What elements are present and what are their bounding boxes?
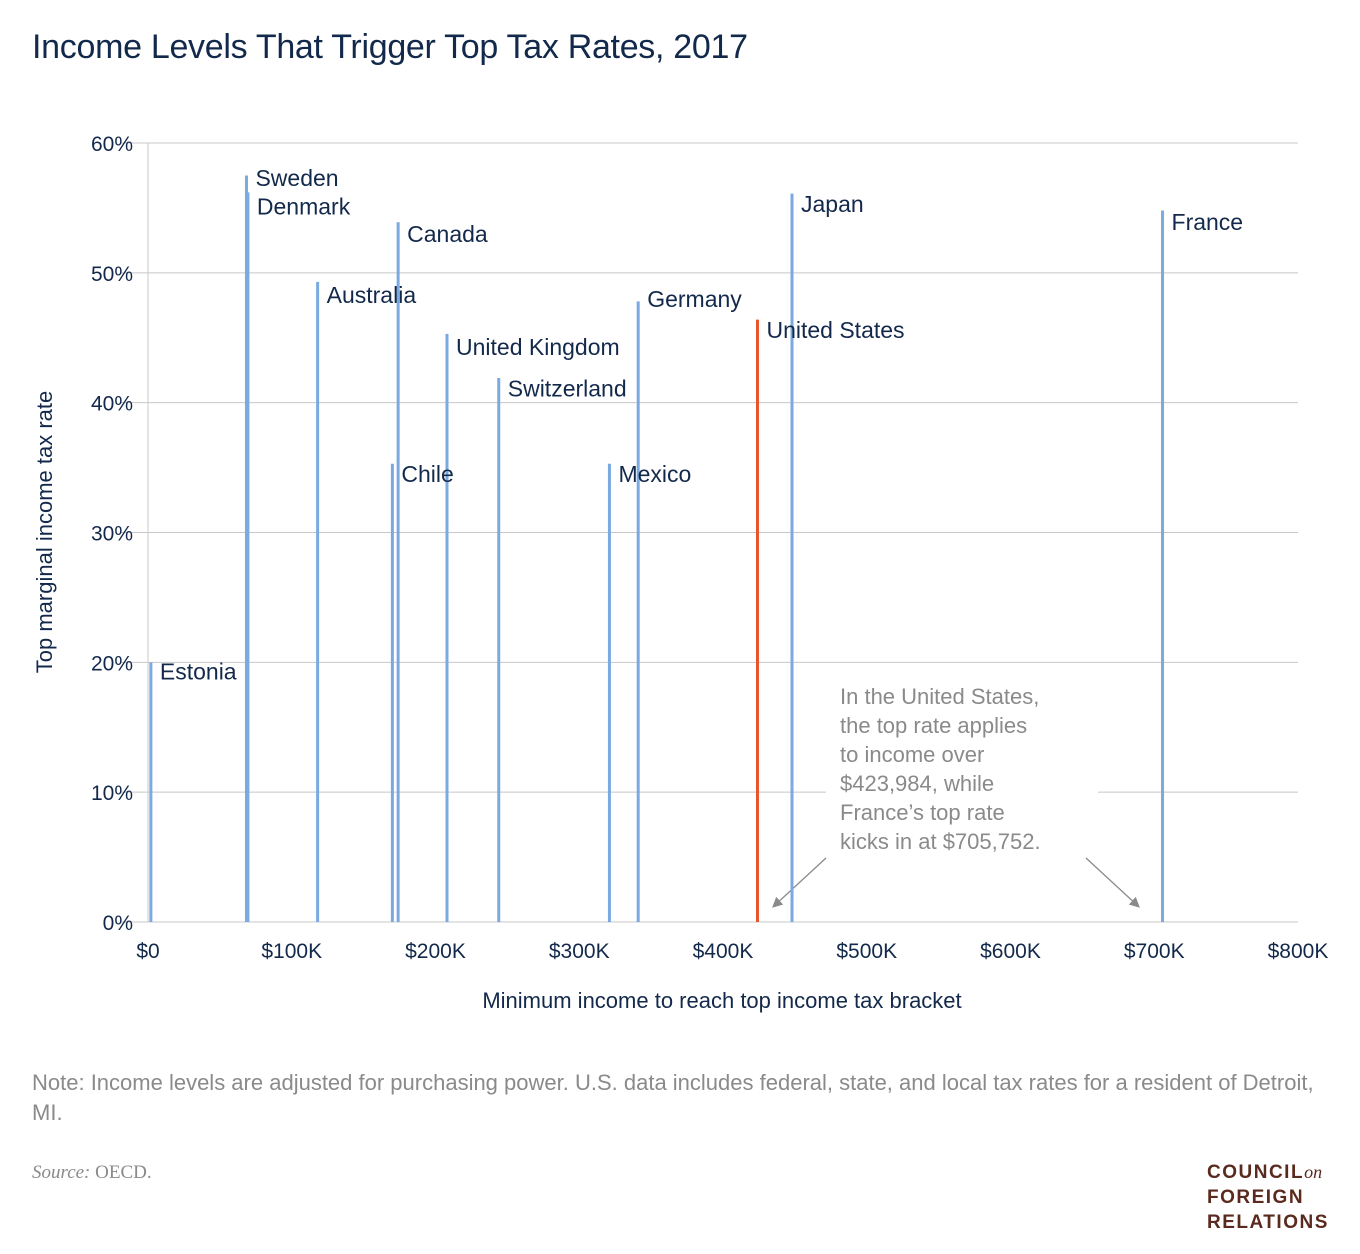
x-tick-label: $700K xyxy=(1124,940,1185,963)
annotation: In the United States, the top rate applie… xyxy=(772,680,1140,908)
bar-label-mexico: Mexico xyxy=(618,461,691,487)
x-tick-label: $400K xyxy=(693,940,754,963)
x-axis-label: Minimum income to reach top income tax b… xyxy=(482,988,961,1013)
source-note: Source: OECD. xyxy=(32,1162,152,1184)
y-tick-label: 50% xyxy=(91,263,133,286)
x-tick-label: $0 xyxy=(136,940,159,963)
bar-label-canada: Canada xyxy=(407,221,488,247)
chart-canvas: 0% 10% 20% 30% 40% 50% 60% $0 $100K $200K $300K $4… xyxy=(32,133,1328,1013)
bar-label-germany: Germany xyxy=(647,286,742,312)
x-tick-label: $600K xyxy=(980,940,1041,963)
y-tick-label: 40% xyxy=(91,393,133,416)
bar-label-sweden: Sweden xyxy=(255,165,338,191)
bars xyxy=(149,175,1165,922)
annotation-line: the top rate applies xyxy=(840,713,1027,738)
annotation-background xyxy=(826,680,1098,856)
x-tick-label: $800K xyxy=(1268,940,1329,963)
x-tick-label: $300K xyxy=(549,940,610,963)
annotation-line: kicks in at $705,752. xyxy=(840,829,1041,854)
bar-label-japan: Japan xyxy=(801,191,864,217)
logo-line-2: FOREIGN xyxy=(1207,1187,1305,1208)
x-tick-label: $200K xyxy=(405,940,466,963)
chart-title: Income Levels That Trigger Top Tax Rates… xyxy=(32,28,748,66)
source-text: OECD. xyxy=(90,1162,152,1183)
annotation-arrow-france xyxy=(1085,857,1140,908)
bar-label-chile: Chile xyxy=(401,461,453,487)
y-tick-label: 10% xyxy=(91,782,133,805)
y-tick-label: 30% xyxy=(91,523,133,546)
y-tick-labels: 0% 10% 20% 30% 40% 50% 60% xyxy=(91,133,133,935)
annotation-line: In the United States, xyxy=(840,684,1039,709)
logo-line-3: RELATIONS xyxy=(1207,1212,1329,1233)
y-tick-label: 20% xyxy=(91,652,133,675)
logo-line-1: COUNCILon xyxy=(1207,1162,1323,1183)
source-prefix: Source: xyxy=(32,1162,91,1183)
y-tick-label: 0% xyxy=(103,912,133,935)
bar-labels: Estonia Sweden Denmark Australia Chile Canada… xyxy=(160,165,1243,684)
footnote: Note: Income levels are adjusted for pur… xyxy=(32,1070,1314,1125)
bar-label-france: France xyxy=(1172,209,1244,235)
x-tick-label: $500K xyxy=(836,940,897,963)
cfr-logo: COUNCILon FOREIGN RELATIONS xyxy=(1207,1160,1329,1235)
y-axis-label: Top marginal income tax rate xyxy=(32,391,57,673)
x-tick-label: $100K xyxy=(261,940,322,963)
x-tick-labels: $0 $100K $200K $300K $400K $500K $600K $700K $80… xyxy=(136,940,1328,963)
bar-label-switzerland: Switzerland xyxy=(508,375,627,401)
annotation-arrow-us xyxy=(772,857,827,908)
bar-label-denmark: Denmark xyxy=(257,194,351,220)
bar-label-united-states: United States xyxy=(766,317,904,343)
annotation-line: France’s top rate xyxy=(840,800,1005,825)
annotation-line: to income over xyxy=(840,742,984,767)
bar-label-estonia: Estonia xyxy=(160,658,237,684)
annotation-line: $423,984, while xyxy=(840,771,994,796)
bar-label-australia: Australia xyxy=(327,282,417,308)
bar-label-united-kingdom: United Kingdom xyxy=(456,334,620,360)
y-tick-label: 60% xyxy=(91,133,133,156)
gridlines xyxy=(120,142,1298,923)
